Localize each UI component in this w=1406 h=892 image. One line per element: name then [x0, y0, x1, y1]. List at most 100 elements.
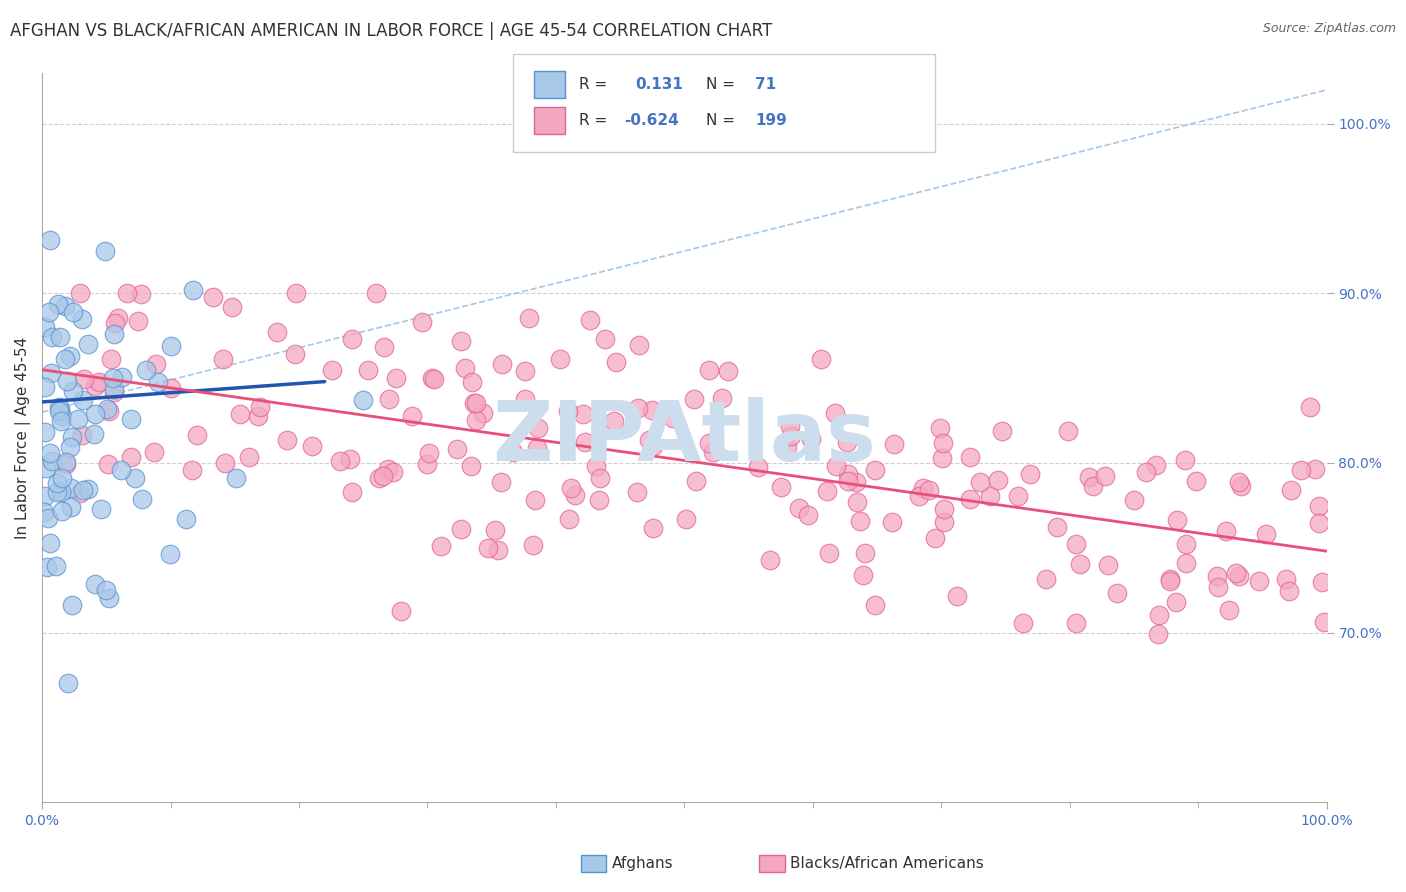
Point [51, 504, 73, 518]
Point [1094, 469, 1116, 483]
Point [58, 676, 80, 690]
Point [1069, 557, 1091, 571]
Point [571, 407, 593, 421]
Point [124, 470, 146, 484]
Text: Blacks/African Americans: Blacks/African Americans [790, 856, 984, 871]
Text: 199: 199 [755, 113, 787, 128]
Point [1159, 574, 1181, 589]
Point [1227, 569, 1250, 583]
Point [371, 469, 394, 483]
Point [845, 475, 868, 489]
Point [55, 455, 77, 469]
Point [1123, 493, 1146, 508]
Point [685, 474, 707, 488]
Point [103, 385, 125, 400]
Point [97, 404, 120, 418]
Point [932, 516, 955, 530]
Point [1225, 566, 1247, 581]
Point [401, 409, 423, 423]
Point [800, 432, 823, 446]
Point [249, 400, 271, 414]
Point [523, 492, 546, 507]
Point [557, 403, 579, 417]
Point [430, 539, 453, 553]
Point [579, 313, 602, 327]
Point [72, 393, 94, 408]
Text: R =: R = [579, 78, 607, 92]
Point [60, 430, 83, 444]
Text: Afghans: Afghans [612, 856, 673, 871]
Point [588, 493, 610, 508]
Point [104, 316, 127, 330]
Point [450, 523, 472, 537]
Point [797, 508, 820, 523]
Point [39, 366, 62, 380]
Point [84, 577, 107, 591]
Point [32, 505, 55, 519]
Point [418, 446, 440, 460]
Point [381, 465, 404, 479]
Point [1077, 470, 1099, 484]
Point [465, 395, 488, 409]
Point [143, 444, 166, 458]
Text: -0.624: -0.624 [624, 113, 679, 128]
Point [787, 501, 810, 516]
Point [385, 371, 408, 385]
Point [411, 315, 433, 329]
Point [865, 598, 887, 612]
Point [35, 560, 58, 574]
Point [103, 382, 125, 396]
Point [484, 524, 506, 538]
Point [37, 510, 59, 524]
Text: 0.131: 0.131 [636, 78, 683, 92]
Point [340, 333, 363, 347]
Point [918, 483, 941, 497]
Point [990, 424, 1012, 438]
Point [367, 471, 389, 485]
Point [1218, 603, 1240, 617]
Point [416, 458, 439, 472]
Point [702, 444, 724, 458]
Point [1184, 474, 1206, 488]
Point [1166, 595, 1188, 609]
Point [1308, 516, 1330, 531]
Point [59, 440, 82, 454]
Point [846, 495, 869, 509]
Point [238, 450, 260, 464]
Point [1174, 537, 1197, 551]
Point [758, 553, 780, 567]
Point [160, 339, 183, 353]
Point [129, 286, 152, 301]
Point [526, 441, 548, 455]
Point [1174, 556, 1197, 570]
Y-axis label: In Labor Force | Age 45-54: In Labor Force | Age 45-54 [15, 336, 31, 539]
Point [94, 583, 117, 598]
Point [56, 374, 79, 388]
Point [378, 392, 401, 406]
Point [266, 325, 288, 339]
Point [675, 512, 697, 526]
Point [1147, 607, 1170, 622]
Point [463, 396, 485, 410]
Point [1256, 526, 1278, 541]
Point [1007, 489, 1029, 503]
Point [59, 350, 82, 364]
Point [627, 401, 650, 415]
Point [815, 483, 838, 498]
Point [912, 481, 935, 495]
Point [423, 371, 446, 385]
Point [53, 299, 76, 313]
Point [51, 409, 73, 424]
Point [454, 361, 477, 376]
Text: R =: R = [579, 113, 607, 128]
Point [564, 488, 586, 502]
Point [49, 402, 72, 417]
Point [1105, 585, 1128, 599]
Point [46, 475, 69, 490]
Point [489, 475, 512, 490]
Point [420, 370, 443, 384]
Point [201, 289, 224, 303]
Point [1230, 479, 1253, 493]
Point [100, 351, 122, 366]
Point [1299, 401, 1322, 415]
